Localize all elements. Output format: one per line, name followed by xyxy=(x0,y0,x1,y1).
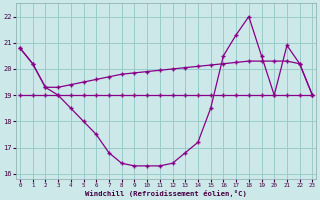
X-axis label: Windchill (Refroidissement éolien,°C): Windchill (Refroidissement éolien,°C) xyxy=(85,190,247,197)
